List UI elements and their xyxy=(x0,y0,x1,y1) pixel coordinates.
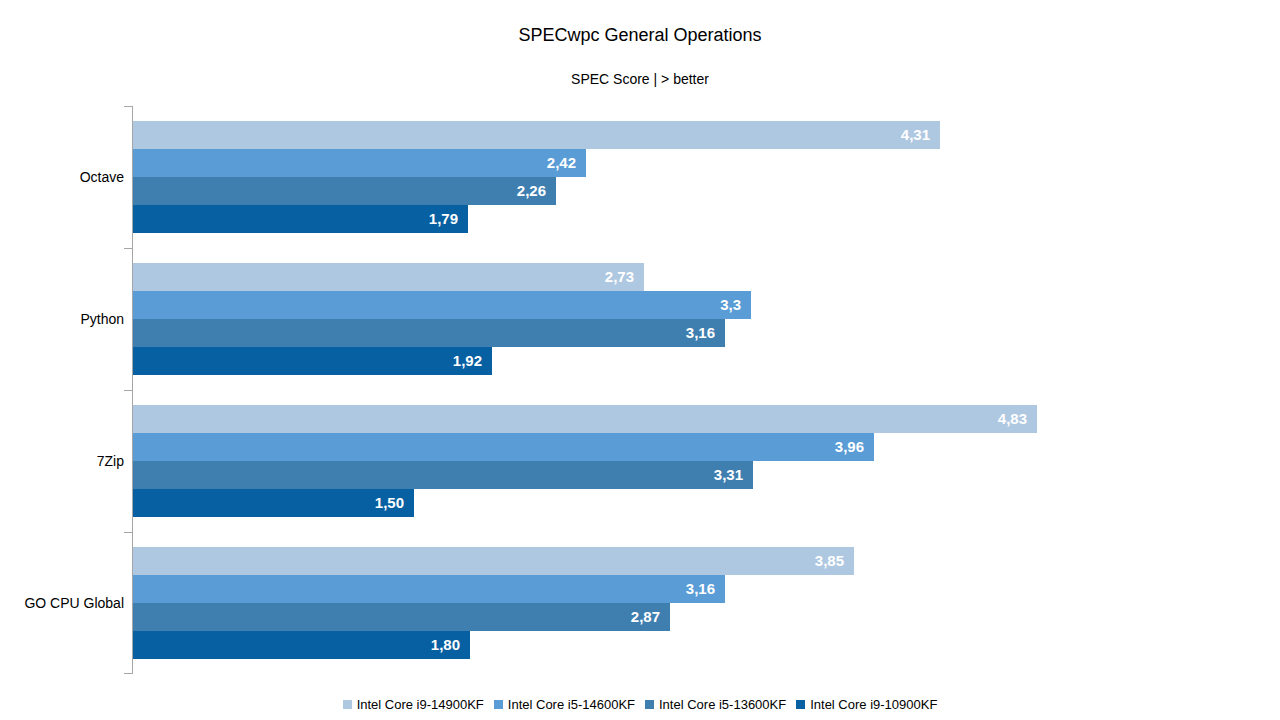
legend-item: Intel Core i9-10900KF xyxy=(796,697,937,712)
bar: 2,73 xyxy=(133,263,644,291)
legend-swatch-icon xyxy=(796,700,805,709)
bar: 3,16 xyxy=(133,319,725,347)
category-label: Octave xyxy=(0,106,124,248)
bar-value-label: 4,31 xyxy=(901,121,930,149)
bar: 2,87 xyxy=(133,603,670,631)
bar-value-label: 2,42 xyxy=(547,149,576,177)
bar-value-label: 3,16 xyxy=(686,319,715,347)
spec-benchmark-chart: SPECwpc General Operations SPEC Score | … xyxy=(0,0,1280,720)
category-label: 7Zip xyxy=(0,390,124,532)
legend-label: Intel Core i5-14600KF xyxy=(508,697,635,712)
bar: 2,42 xyxy=(133,149,586,177)
bar: 3,31 xyxy=(133,461,753,489)
axis-tick xyxy=(124,532,132,533)
bar-value-label: 4,83 xyxy=(998,405,1027,433)
bar-value-label: 3,3 xyxy=(720,291,741,319)
bar: 1,79 xyxy=(133,205,468,233)
legend: Intel Core i9-14900KF Intel Core i5-14600… xyxy=(0,697,1280,712)
bar-group: 4,31 2,422,26 1,79 xyxy=(133,106,1069,248)
bar-value-label: 3,96 xyxy=(835,433,864,461)
bar: 4,31 xyxy=(133,121,940,149)
bar-group: 3,85 3,16 2,87 1,80 xyxy=(133,532,1069,674)
legend-swatch-icon xyxy=(645,700,654,709)
bar-group: 4,83 3,96 3,31 1,50 xyxy=(133,390,1069,532)
bar: 3,3 xyxy=(133,291,751,319)
bar-value-label: 3,31 xyxy=(714,461,743,489)
bar-value-label: 1,92 xyxy=(453,347,482,375)
bar-value-label: 1,79 xyxy=(429,205,458,233)
bar-value-label: 3,85 xyxy=(815,547,844,575)
bar: 2,26 xyxy=(133,177,556,205)
bar: 3,96 xyxy=(133,433,874,461)
bar: 3,16 xyxy=(133,575,725,603)
legend-item: Intel Core i5-13600KF xyxy=(645,697,786,712)
bar: 3,85 xyxy=(133,547,854,575)
axis-tick xyxy=(124,248,132,249)
bar: 1,80 xyxy=(133,631,470,659)
legend-item: Intel Core i5-14600KF xyxy=(494,697,635,712)
bar-value-label: 3,16 xyxy=(686,575,715,603)
bar-value-label: 2,73 xyxy=(605,263,634,291)
legend-item: Intel Core i9-14900KF xyxy=(343,697,484,712)
legend-label: Intel Core i9-14900KF xyxy=(357,697,484,712)
axis-tick xyxy=(124,673,132,674)
bar-value-label: 2,26 xyxy=(517,177,546,205)
category-label: Python xyxy=(0,248,124,390)
category-label: GO CPU Global xyxy=(0,532,124,674)
legend-label: Intel Core i9-10900KF xyxy=(810,697,937,712)
legend-swatch-icon xyxy=(494,700,503,709)
plot-area: 4,312,422,261,792,733,33,161,924,833,963… xyxy=(132,106,1069,674)
bar: 1,92 xyxy=(133,347,492,375)
category-axis-labels: OctavePython7ZipGO CPU Global xyxy=(0,106,124,674)
bar: 1,50 xyxy=(133,489,414,517)
bar-group: 2,73 3,33,16 1,92 xyxy=(133,248,1069,390)
legend-label: Intel Core i5-13600KF xyxy=(659,697,786,712)
bar: 4,83 xyxy=(133,405,1037,433)
chart-title: SPECwpc General Operations xyxy=(0,25,1280,46)
legend-swatch-icon xyxy=(343,700,352,709)
axis-tick xyxy=(124,390,132,391)
bar-value-label: 2,87 xyxy=(631,603,660,631)
bar-value-label: 1,80 xyxy=(431,631,460,659)
bar-value-label: 1,50 xyxy=(375,489,404,517)
chart-subtitle: SPEC Score | > better xyxy=(0,71,1280,87)
axis-tick xyxy=(124,106,132,107)
